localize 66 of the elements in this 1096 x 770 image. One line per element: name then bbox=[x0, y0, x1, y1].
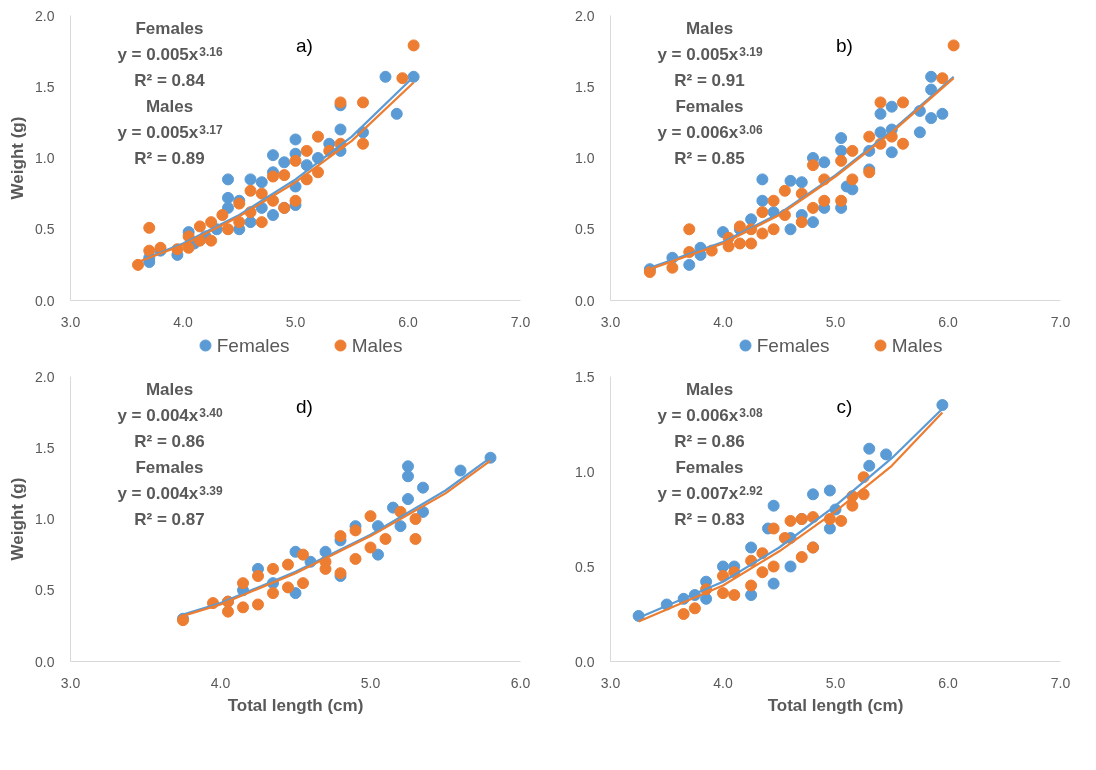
y-tick-label: 0.0 bbox=[575, 653, 595, 670]
y-tick-label: 1.5 bbox=[35, 78, 55, 95]
legend-label: Males bbox=[351, 335, 403, 356]
y-tick-label: 1.0 bbox=[575, 463, 595, 480]
legend-label: Females bbox=[756, 335, 830, 356]
legend-label: Females bbox=[216, 335, 290, 356]
annotation: R² = 0.89 bbox=[134, 148, 205, 168]
x-tick-label: 3.0 bbox=[600, 674, 621, 691]
annotation: Females bbox=[675, 96, 744, 116]
y-tick-label: 0.0 bbox=[575, 292, 595, 309]
x-tick-label: 5.0 bbox=[825, 674, 846, 691]
x-tick-label: 6.0 bbox=[938, 313, 958, 330]
y-tick-label: 0.5 bbox=[35, 221, 55, 238]
y-tick-label: 0.0 bbox=[35, 292, 55, 309]
y-tick-label: 1.0 bbox=[575, 150, 595, 166]
y-tick-label: 1.0 bbox=[35, 150, 55, 166]
x-tick-label: 5.0 bbox=[360, 674, 381, 691]
annotation: R² = 0.83 bbox=[674, 509, 745, 529]
x-tick-label: 3.0 bbox=[60, 313, 81, 330]
x-tick-label: 3.0 bbox=[600, 313, 621, 330]
x-tick-label: 5.0 bbox=[825, 313, 846, 330]
y-tick-label: 0.5 bbox=[575, 221, 595, 238]
annotation: R² = 0.91 bbox=[674, 70, 745, 90]
x-tick-label: 4.0 bbox=[173, 313, 193, 330]
y-tick-label: 1.5 bbox=[575, 78, 595, 95]
annotation: R² = 0.86 bbox=[134, 431, 205, 451]
y-tick-label: 1.0 bbox=[35, 511, 55, 527]
text: c) bbox=[836, 395, 853, 417]
annotation: Males bbox=[685, 379, 734, 399]
x-tick-label: 6.0 bbox=[510, 674, 531, 691]
annotation: Males bbox=[145, 379, 194, 399]
annotation: Females bbox=[675, 457, 744, 477]
annotation: R² = 0.87 bbox=[134, 509, 205, 529]
y-tick-label: 2.0 bbox=[35, 7, 55, 24]
x-tick-label: 7.0 bbox=[510, 313, 531, 330]
y-tick-label: 0.0 bbox=[35, 653, 55, 670]
annotation: R² = 0.86 bbox=[674, 431, 745, 451]
text: a) bbox=[296, 34, 313, 56]
legend-label: Males bbox=[891, 335, 943, 356]
x-tick-label: 6.0 bbox=[398, 313, 418, 330]
y-axis-title: Weight (g) bbox=[8, 116, 28, 200]
x-tick-label: 5.0 bbox=[285, 313, 306, 330]
annotation: Females bbox=[135, 457, 204, 477]
y-tick-label: 1.5 bbox=[35, 439, 55, 456]
x-tick-label: 4.0 bbox=[210, 674, 231, 691]
annotation: Females bbox=[135, 18, 204, 38]
y-tick-label: 2.0 bbox=[35, 368, 55, 385]
x-tick-label: 3.0 bbox=[60, 674, 81, 691]
y-tick-label: 0.5 bbox=[35, 582, 55, 599]
x-tick-label: 6.0 bbox=[938, 674, 958, 691]
annotation: Males bbox=[145, 96, 194, 116]
x-tick-label: 4.0 bbox=[713, 674, 733, 691]
y-tick-label: 1.5 bbox=[575, 368, 595, 385]
y-tick-label: 0.5 bbox=[575, 558, 595, 575]
text: d) bbox=[296, 395, 313, 417]
x-tick-label: 7.0 bbox=[1050, 313, 1071, 330]
annotation: R² = 0.84 bbox=[134, 70, 206, 90]
annotation: R² = 0.85 bbox=[674, 148, 745, 168]
x-tick-label: 7.0 bbox=[1050, 674, 1071, 691]
annotation: Males bbox=[685, 18, 734, 38]
x-axis-title: Total length (cm) bbox=[767, 695, 904, 715]
y-axis-title: Weight (g) bbox=[8, 477, 28, 561]
text: b) bbox=[836, 34, 853, 56]
x-axis-title: Total length (cm) bbox=[227, 695, 364, 715]
y-tick-label: 2.0 bbox=[575, 7, 595, 24]
x-tick-label: 4.0 bbox=[713, 313, 733, 330]
